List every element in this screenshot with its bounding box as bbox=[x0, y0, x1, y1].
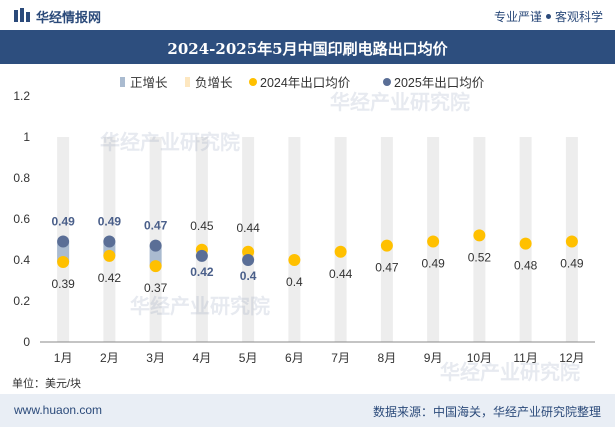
y-tick-label: 0.8 bbox=[13, 171, 30, 185]
legend-label: 负增长 bbox=[195, 75, 233, 90]
point-2025 bbox=[57, 235, 70, 248]
point-2025 bbox=[149, 239, 162, 252]
data-label-2024: 0.52 bbox=[468, 250, 492, 264]
footer: www.huaon.com 数据来源：中国海关，华经产业研究院整理 bbox=[0, 394, 615, 427]
x-tick-label: 7月 bbox=[331, 351, 350, 365]
category-bg-bar bbox=[334, 137, 347, 342]
x-tick-label: 12月 bbox=[559, 351, 584, 365]
data-label-2025: 0.49 bbox=[98, 215, 122, 229]
data-label-2024: 0.42 bbox=[98, 271, 122, 285]
category-bg-bar bbox=[242, 137, 255, 342]
y-tick-label: 0 bbox=[23, 335, 30, 349]
data-label-2024: 0.39 bbox=[51, 277, 75, 291]
data-label-2025: 0.49 bbox=[51, 215, 75, 229]
data-label-2024: 0.47 bbox=[375, 261, 399, 275]
data-label-2024: 0.45 bbox=[190, 219, 214, 233]
data-label-2024: 0.49 bbox=[560, 257, 584, 271]
data-label-2024: 0.44 bbox=[236, 221, 260, 235]
data-label-2024: 0.44 bbox=[329, 267, 353, 281]
x-tick-label: 8月 bbox=[378, 351, 397, 365]
y-tick-label: 1.2 bbox=[13, 89, 30, 103]
y-tick-label: 0.2 bbox=[13, 294, 30, 308]
point-2024 bbox=[57, 256, 70, 269]
category-bg-bar bbox=[288, 137, 301, 342]
x-tick-label: 6月 bbox=[285, 351, 304, 365]
x-tick-label: 4月 bbox=[193, 351, 212, 365]
unit-label: 单位：美元/块 bbox=[12, 378, 82, 390]
category-bg-bar bbox=[380, 137, 393, 342]
brand-name: 华经情报网 bbox=[36, 10, 102, 25]
data-label-2025: 0.47 bbox=[144, 219, 168, 233]
legend-label: 2024年出口均价 bbox=[260, 76, 351, 90]
point-2024 bbox=[565, 235, 578, 248]
category-bg-bar bbox=[149, 137, 162, 342]
chart-title: 2024-2025年5月中国印刷电路出口均价 bbox=[167, 40, 448, 58]
data-label-2024: 0.48 bbox=[514, 259, 538, 273]
legend-label: 正增长 bbox=[130, 75, 168, 90]
top-bar: 华经情报网 专业严谨 客观科学 bbox=[0, 0, 615, 30]
tagline-left: 专业严谨 bbox=[493, 10, 542, 24]
point-2024 bbox=[103, 249, 116, 262]
point-2025 bbox=[242, 254, 255, 266]
point-2024 bbox=[473, 229, 486, 242]
legend-swatch bbox=[120, 77, 125, 87]
data-label-2025: 0.4 bbox=[240, 269, 257, 283]
point-2024 bbox=[242, 245, 255, 258]
y-tick-label: 1 bbox=[23, 130, 30, 144]
chart: 正增长 负增长 2024年出口均价 2025年出口均价 0 0.2 0.4 0.6 0.8 1 1.… bbox=[13, 75, 595, 365]
footer-site-link[interactable]: www.huaon.com bbox=[14, 403, 103, 417]
tagline-right: 客观科学 bbox=[554, 10, 603, 24]
dot-separator-icon bbox=[545, 14, 551, 20]
x-tick-label: 1月 bbox=[54, 351, 73, 365]
y-tick-label: 0.4 bbox=[13, 253, 30, 267]
data-label-2024: 0.37 bbox=[144, 281, 168, 295]
point-2024 bbox=[380, 239, 393, 252]
point-2025 bbox=[195, 249, 208, 262]
point-2024 bbox=[288, 254, 301, 266]
point-2024 bbox=[149, 260, 162, 273]
x-tick-label: 5月 bbox=[239, 351, 258, 365]
brand-logo-icon bbox=[14, 8, 30, 22]
point-2024 bbox=[427, 235, 440, 248]
data-label-2024: 0.4 bbox=[286, 275, 303, 289]
x-tick-label: 10月 bbox=[467, 351, 492, 365]
point-2024 bbox=[519, 237, 532, 250]
point-2025 bbox=[103, 235, 116, 248]
x-tick-label: 3月 bbox=[146, 351, 165, 365]
legend-label: 2025年出口均价 bbox=[394, 76, 485, 90]
x-tick-label: 9月 bbox=[424, 351, 443, 365]
point-2024 bbox=[334, 245, 347, 258]
category-bg-bar bbox=[195, 137, 208, 342]
x-tick-label: 2月 bbox=[100, 351, 119, 365]
x-tick-label: 11月 bbox=[513, 351, 537, 365]
legend-marker bbox=[249, 78, 257, 86]
tagline: 专业严谨 客观科学 bbox=[494, 8, 603, 25]
data-label-2025: 0.42 bbox=[190, 265, 214, 279]
title-bar: 2024-2025年5月中国印刷电路出口均价 bbox=[0, 30, 615, 64]
legend-marker bbox=[383, 78, 391, 86]
legend-swatch bbox=[185, 77, 190, 87]
y-tick-label: 0.6 bbox=[13, 212, 30, 226]
data-label-2024: 0.49 bbox=[421, 257, 445, 271]
footer-source: 数据来源：中国海关，华经产业研究院整理 bbox=[372, 405, 601, 419]
